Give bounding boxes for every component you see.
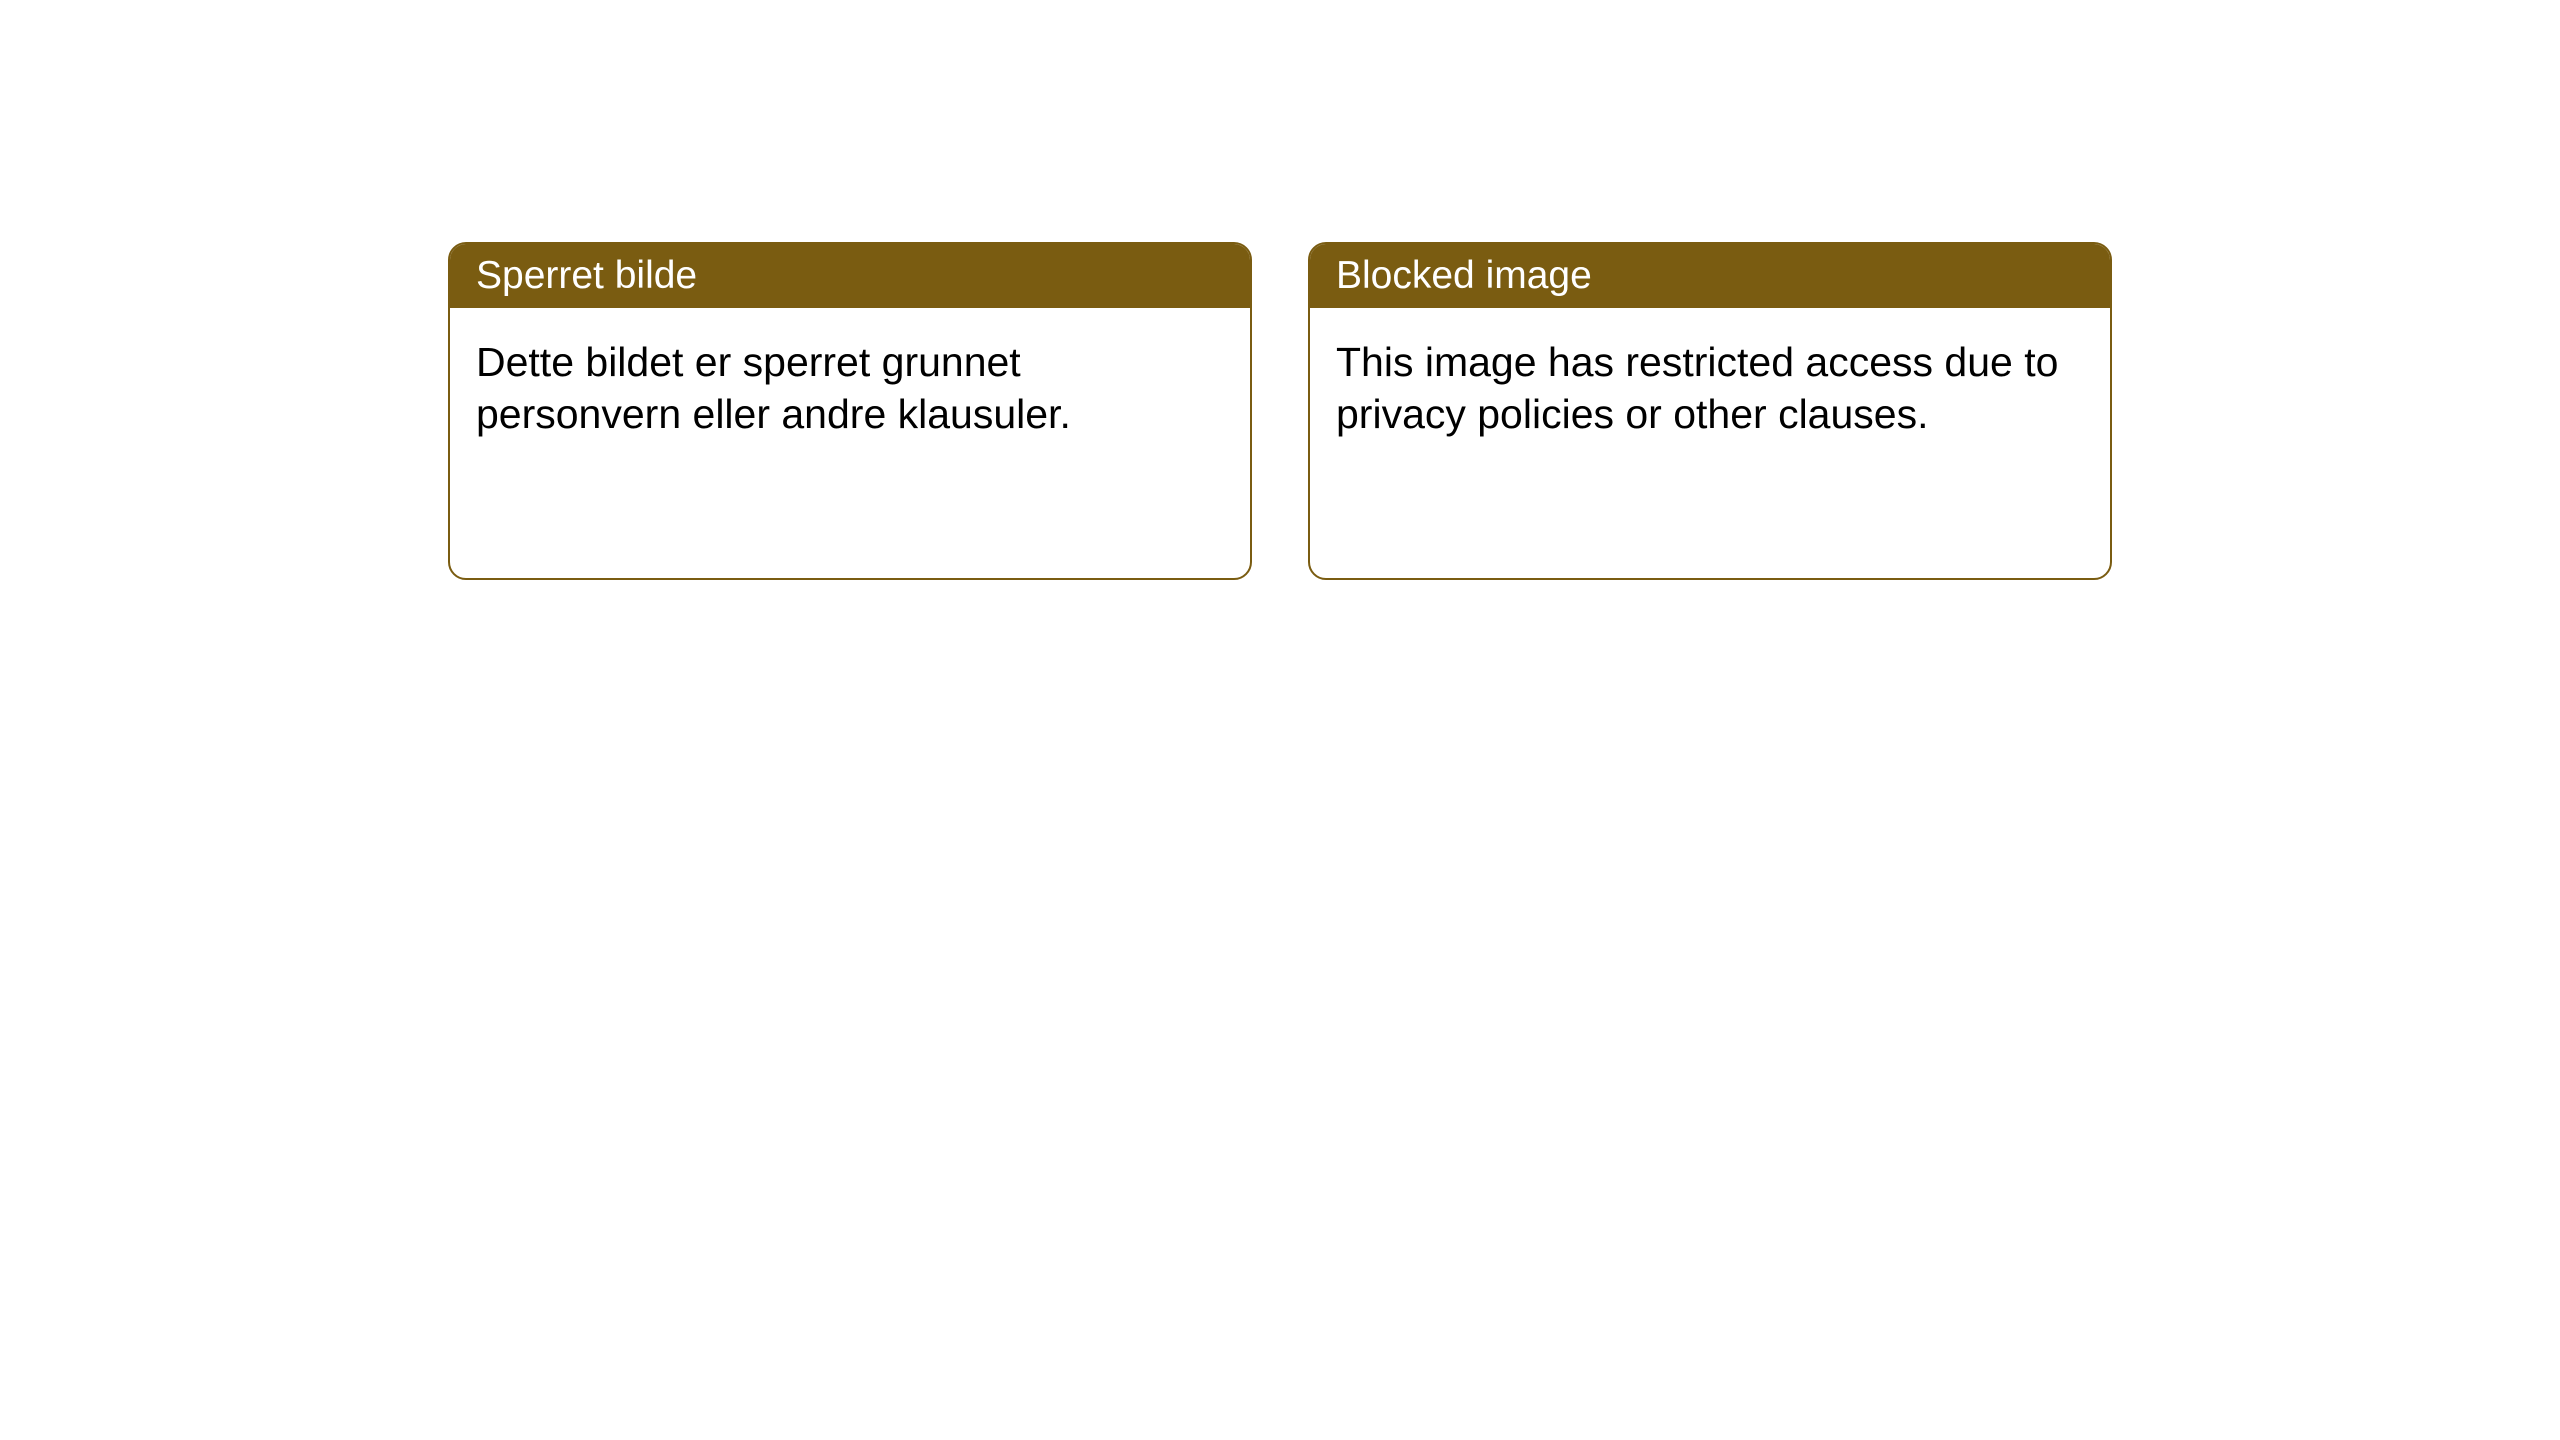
notice-header: Sperret bilde <box>450 244 1250 308</box>
notice-title: Sperret bilde <box>476 254 697 297</box>
notice-body: Dette bildet er sperret grunnet personve… <box>450 308 1250 578</box>
notice-title: Blocked image <box>1336 254 1592 297</box>
notice-card-english: Blocked image This image has restricted … <box>1308 242 2112 580</box>
notice-message: This image has restricted access due to … <box>1336 339 2058 437</box>
notice-body: This image has restricted access due to … <box>1310 308 2110 578</box>
notice-header: Blocked image <box>1310 244 2110 308</box>
notice-container: Sperret bilde Dette bildet er sperret gr… <box>0 0 2560 580</box>
notice-card-norwegian: Sperret bilde Dette bildet er sperret gr… <box>448 242 1252 580</box>
notice-message: Dette bildet er sperret grunnet personve… <box>476 339 1071 437</box>
